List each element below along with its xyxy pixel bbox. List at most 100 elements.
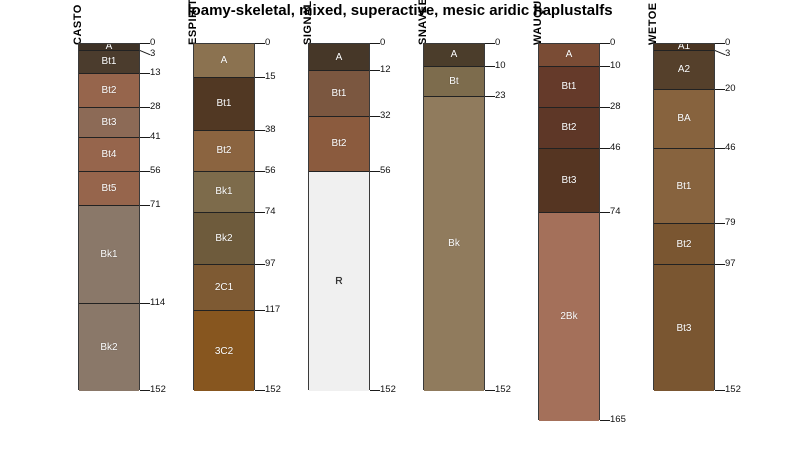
depth-label: 56	[265, 164, 276, 176]
horizon-label: Bt3	[101, 116, 117, 128]
horizon-label: A	[335, 51, 343, 63]
horizon-label: Bk2	[215, 233, 233, 245]
soil-horizon[interactable]: A2	[654, 50, 714, 90]
soil-horizon[interactable]: A	[309, 44, 369, 72]
depth-tick	[255, 43, 265, 44]
depth-label: 0	[495, 37, 501, 48]
horizon-label: Bt1	[676, 180, 692, 192]
depth-tick	[600, 148, 610, 150]
soil-horizon[interactable]: Bk	[424, 96, 484, 391]
profile-column[interactable]: A Bt1 Bt2 Bt3 Bt4 Bt5 Bk1 Bk2	[78, 43, 140, 391]
profile-name-label: SIGNALHILL	[302, 0, 314, 45]
soil-horizon[interactable]: Bt1	[654, 149, 714, 225]
horizon-label: Bt2	[676, 238, 692, 250]
soil-horizon[interactable]: A	[79, 44, 139, 51]
soil-horizon[interactable]: Bt2	[309, 117, 369, 172]
soil-horizon[interactable]: A	[424, 44, 484, 67]
soil-horizon[interactable]: BA	[654, 89, 714, 149]
depth-label: 0	[265, 37, 271, 48]
soil-horizon[interactable]: A1	[654, 44, 714, 51]
depth-tick	[600, 43, 610, 44]
horizon-label: Bt5	[101, 182, 117, 194]
soil-horizon[interactable]: Bt	[424, 66, 484, 97]
profile-column[interactable]: A1 A2 BA Bt1 Bt2 Bt3	[653, 43, 715, 391]
horizon-label: A	[220, 55, 228, 67]
soil-horizon[interactable]: Bt2	[654, 224, 714, 266]
depth-label: 56	[150, 164, 161, 176]
horizon-label: 3C2	[214, 345, 234, 357]
profile-column[interactable]: A Bt1 Bt2 Bk1 Bk2 2C1 3C2	[193, 43, 255, 391]
depth-tick	[714, 49, 725, 55]
depth-label: 0	[150, 37, 156, 48]
depth-label: 152	[150, 384, 166, 396]
soil-horizon[interactable]: Bt2	[194, 130, 254, 172]
depth-label: 152	[380, 384, 396, 396]
depth-tick	[715, 390, 725, 392]
depth-tick	[370, 43, 380, 44]
depth-label: 32	[380, 110, 391, 122]
horizon-label: Bk	[448, 238, 460, 250]
horizon-label: Bt1	[561, 81, 577, 93]
depth-label: 74	[265, 205, 276, 217]
depth-tick	[715, 148, 725, 150]
horizon-label: 2Bk	[560, 311, 578, 323]
profile-column[interactable]: A Bt1 Bt2 Bt3 2Bk	[538, 43, 600, 421]
soil-horizon[interactable]: Bt1	[309, 71, 369, 118]
profile-column[interactable]: A Bt1 Bt2 R	[308, 43, 370, 391]
depth-tick	[140, 72, 150, 74]
soil-horizon[interactable]: Bk2	[79, 304, 139, 391]
soil-horizon[interactable]: Bt2	[539, 107, 599, 150]
depth-tick	[140, 390, 150, 392]
soil-horizon[interactable]: A	[539, 44, 599, 67]
depth-tick	[600, 106, 610, 108]
soil-horizon[interactable]: A	[194, 44, 254, 79]
soil-horizon[interactable]: 2Bk	[539, 212, 599, 421]
soil-horizon[interactable]: Bt1	[79, 50, 139, 74]
horizon-label: Bt2	[331, 138, 347, 150]
depth-tick	[255, 170, 265, 172]
depth-label: 152	[265, 384, 281, 396]
horizon-label: Bt	[449, 75, 459, 87]
soil-horizon[interactable]: Bt1	[539, 66, 599, 108]
horizon-label: Bt4	[101, 148, 117, 160]
depth-tick	[600, 419, 610, 421]
soil-horizon[interactable]: 2C1	[194, 265, 254, 312]
depth-label: 0	[610, 37, 616, 48]
depth-label: 152	[725, 384, 741, 396]
soil-horizon[interactable]: Bt1	[194, 78, 254, 131]
depth-label: 23	[495, 89, 506, 101]
soil-horizon[interactable]: Bt3	[654, 265, 714, 391]
soil-horizon[interactable]: Bt2	[79, 73, 139, 108]
depth-tick	[370, 390, 380, 392]
depth-label: 13	[150, 66, 161, 78]
soil-horizon[interactable]: Bt5	[79, 171, 139, 207]
horizon-label: 2C1	[214, 282, 234, 294]
depth-tick	[140, 303, 150, 305]
horizon-label: Bt1	[101, 56, 117, 68]
profile-name-label: WETOE	[647, 2, 659, 45]
horizon-label: A	[450, 49, 458, 61]
depth-tick	[140, 106, 150, 108]
profile-column[interactable]: A Bt Bk	[423, 43, 485, 391]
soil-horizon[interactable]: Bt3	[79, 107, 139, 138]
depth-tick	[370, 70, 380, 72]
horizon-label: BA	[677, 113, 691, 125]
depth-label: 165	[610, 413, 626, 425]
soil-horizon[interactable]: R	[309, 171, 369, 391]
depth-label: 71	[150, 199, 161, 211]
soil-horizon[interactable]: Bk1	[194, 171, 254, 213]
profile-name-label: CASTO	[72, 4, 84, 45]
horizon-label: Bt2	[561, 122, 577, 134]
depth-tick	[715, 88, 725, 90]
soil-horizon[interactable]: Bk2	[194, 212, 254, 266]
soil-horizon[interactable]: 3C2	[194, 311, 254, 391]
soil-horizon[interactable]: Bk1	[79, 206, 139, 305]
depth-tick	[255, 310, 265, 312]
page-title: loamy-skeletal, mixed, superactive, mesi…	[187, 2, 613, 19]
depth-label: 20	[725, 82, 736, 94]
soil-horizon[interactable]: Bt4	[79, 137, 139, 172]
depth-tick	[485, 65, 495, 67]
horizon-label: A	[105, 44, 113, 51]
soil-horizon[interactable]: Bt3	[539, 149, 599, 213]
